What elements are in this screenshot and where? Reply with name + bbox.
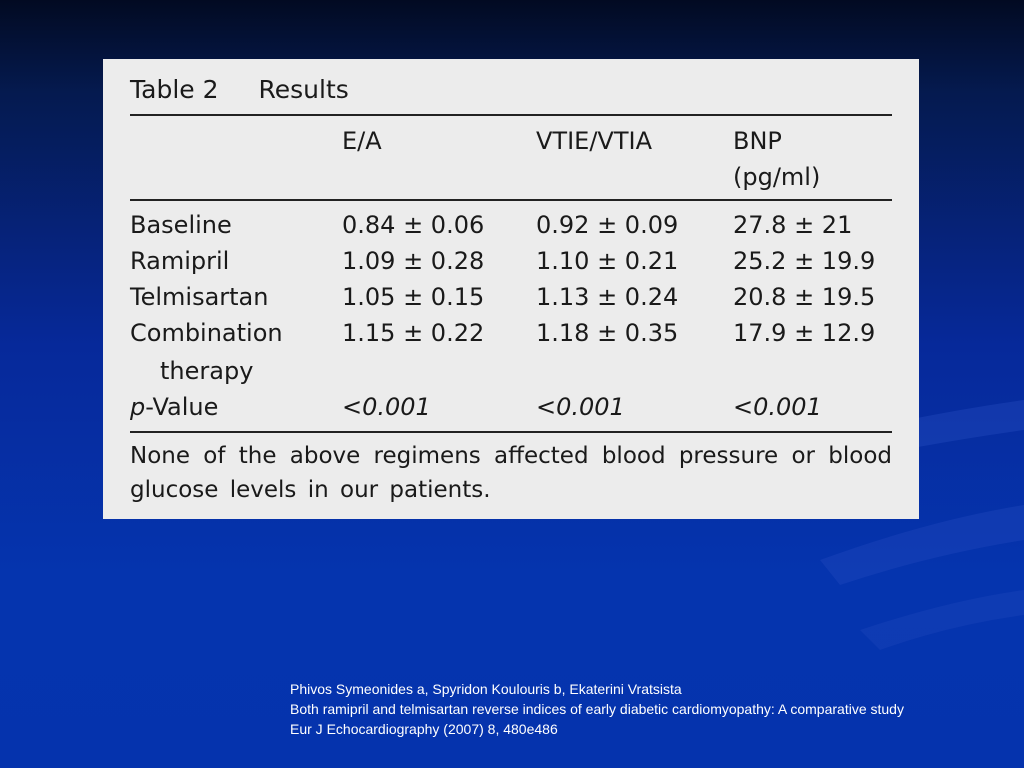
table-title: Results xyxy=(258,75,349,104)
table-cell: 1.09 ± 0.28 xyxy=(342,247,485,275)
table-cell: 25.2 ± 19.9 xyxy=(733,247,876,275)
citation: Phivos Symeonides a, Spyridon Koulouris … xyxy=(290,679,1010,739)
table-cell: 1.10 ± 0.21 xyxy=(536,247,679,275)
table-caption: Table 2 Results xyxy=(130,75,349,104)
table-bottom-rule xyxy=(130,431,892,433)
table-cell: 1.18 ± 0.35 xyxy=(536,319,679,347)
row-label-telmisartan: Telmisartan xyxy=(130,283,269,311)
header-ea: E/A xyxy=(342,127,382,155)
table-cell: 1.13 ± 0.24 xyxy=(536,283,679,311)
pvalue-rest: -Value xyxy=(145,393,219,421)
header-bnp: BNP xyxy=(733,127,782,155)
table-cell: <0.001 xyxy=(342,393,431,421)
row-label-combination: Combination xyxy=(130,319,283,347)
table-cell: <0.001 xyxy=(536,393,625,421)
citation-journal: Eur J Echocardiography (2007) 8, 480e486 xyxy=(290,721,558,737)
table-top-rule xyxy=(130,114,892,116)
citation-authors: Phivos Symeonides a, Spyridon Koulouris … xyxy=(290,681,682,697)
row-label-ramipril: Ramipril xyxy=(130,247,230,275)
table-footnote: None of the above regimens affected bloo… xyxy=(130,443,892,503)
table-cell: 27.8 ± 21 xyxy=(733,211,853,239)
row-label-combination-cont: therapy xyxy=(160,357,254,385)
table-cell: 17.9 ± 12.9 xyxy=(733,319,876,347)
table-cell: 20.8 ± 19.5 xyxy=(733,283,876,311)
table-cell: 0.92 ± 0.09 xyxy=(536,211,679,239)
pvalue-p: p xyxy=(130,393,146,421)
table-cell: <0.001 xyxy=(733,393,822,421)
table-header-rule xyxy=(130,199,892,201)
header-bnp-unit: (pg/ml) xyxy=(733,163,821,191)
table-cell: 0.84 ± 0.06 xyxy=(342,211,485,239)
table-cell: 1.05 ± 0.15 xyxy=(342,283,485,311)
header-vti: VTIE/VTIA xyxy=(536,127,652,155)
row-label-pvalue: p-Value xyxy=(130,389,218,425)
row-label-baseline: Baseline xyxy=(130,211,232,239)
results-table: Table 2 Results E/A VTIE/VTIA BNP (pg/ml)… xyxy=(103,59,919,519)
table-label: Table 2 xyxy=(130,75,219,104)
table-cell: 1.15 ± 0.22 xyxy=(342,319,485,347)
citation-title: Both ramipril and telmisartan reverse in… xyxy=(290,701,904,717)
